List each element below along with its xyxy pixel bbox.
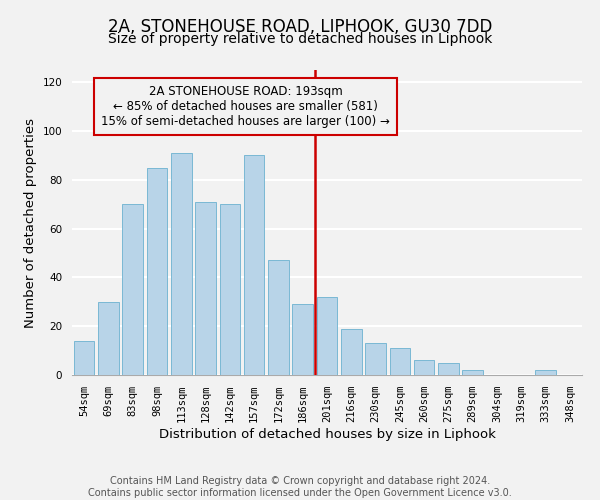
Text: 2A STONEHOUSE ROAD: 193sqm
← 85% of detached houses are smaller (581)
15% of sem: 2A STONEHOUSE ROAD: 193sqm ← 85% of deta…	[101, 85, 390, 128]
Text: 2A, STONEHOUSE ROAD, LIPHOOK, GU30 7DD: 2A, STONEHOUSE ROAD, LIPHOOK, GU30 7DD	[108, 18, 492, 36]
Bar	[535, 370, 556, 375]
Bar	[171, 153, 191, 375]
Bar	[317, 297, 337, 375]
Bar	[244, 156, 265, 375]
Bar	[341, 328, 362, 375]
Bar	[74, 341, 94, 375]
X-axis label: Distribution of detached houses by size in Liphook: Distribution of detached houses by size …	[158, 428, 496, 441]
Bar	[146, 168, 167, 375]
Bar	[365, 344, 386, 375]
Bar	[98, 302, 119, 375]
Bar	[414, 360, 434, 375]
Bar	[122, 204, 143, 375]
Bar	[463, 370, 483, 375]
Bar	[438, 363, 459, 375]
Bar	[292, 304, 313, 375]
Text: Contains HM Land Registry data © Crown copyright and database right 2024.
Contai: Contains HM Land Registry data © Crown c…	[88, 476, 512, 498]
Y-axis label: Number of detached properties: Number of detached properties	[24, 118, 37, 328]
Bar	[268, 260, 289, 375]
Text: Size of property relative to detached houses in Liphook: Size of property relative to detached ho…	[108, 32, 492, 46]
Bar	[220, 204, 240, 375]
Bar	[389, 348, 410, 375]
Bar	[195, 202, 216, 375]
